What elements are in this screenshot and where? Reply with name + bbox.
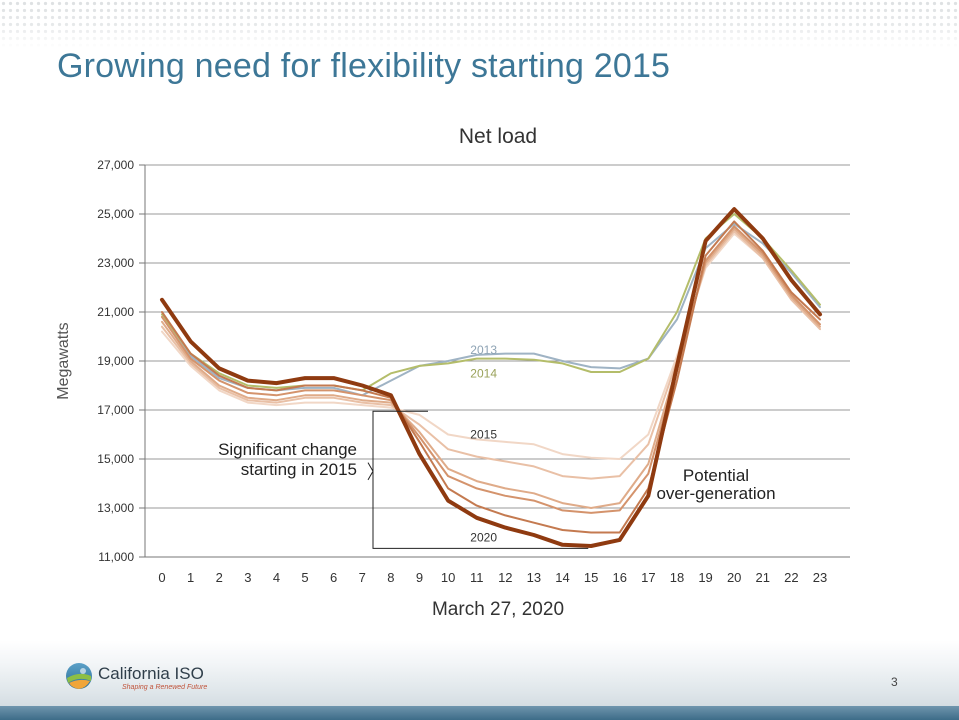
chart-grid [145, 164, 850, 558]
x-tick-label: 7 [359, 570, 366, 585]
series-line-5 [161, 225, 821, 514]
series-line-6 [161, 220, 821, 534]
x-tick-label: 21 [756, 570, 770, 585]
series-label-2015: 2015 [470, 428, 497, 442]
y-axis-label: Megawatts [55, 322, 72, 399]
x-tick-label: 5 [301, 570, 308, 585]
chart-series-labels: 2013 2014 2015 2020 [470, 343, 497, 544]
x-tick-label: 10 [441, 570, 455, 585]
x-tick-label: 13 [527, 570, 541, 585]
x-tick-label: 11 [470, 570, 484, 585]
series-line-7 [160, 207, 822, 548]
slide-title: Growing need for flexibility starting 20… [57, 47, 671, 85]
page-number: 3 [891, 675, 898, 689]
chart-series [160, 207, 822, 548]
chart-annotations: Significant change starting in 2015 Pote… [218, 410, 776, 549]
x-tick-label: 6 [330, 570, 337, 585]
x-tick-label: 2 [216, 570, 223, 585]
x-tick-label: 18 [670, 570, 684, 585]
series-line-2 [161, 232, 821, 460]
x-tick-label: 8 [387, 570, 394, 585]
x-tick-label: 17 [641, 570, 655, 585]
x-tick-label: 14 [555, 570, 569, 585]
series-label-2013: 2013 [470, 343, 497, 357]
series-label-2020: 2020 [470, 530, 497, 544]
x-tick-label: 15 [584, 570, 598, 585]
significant-change-bracket [372, 410, 589, 549]
y-tick-label: 17,000 [97, 403, 134, 417]
series-line-3 [161, 230, 821, 480]
x-tick-label: 0 [158, 570, 165, 585]
y-tick-label: 15,000 [97, 452, 134, 466]
logo-name: California ISO [98, 664, 204, 683]
significant-change-brace [367, 462, 374, 481]
y-tick-label: 23,000 [97, 256, 134, 270]
series-line-4 [161, 227, 821, 509]
x-tick-label: 19 [698, 570, 712, 585]
series-label-2014: 2014 [470, 366, 497, 380]
annotation-overgen-line1: Potential [683, 466, 749, 485]
chart-title: Net load [459, 125, 537, 148]
x-axis-label: March 27, 2020 [432, 599, 564, 620]
x-tick-label: 3 [244, 570, 251, 585]
y-tick-label: 25,000 [97, 207, 134, 221]
logo-tagline: Shaping a Renewed Future [122, 684, 208, 691]
x-tick-label: 9 [416, 570, 423, 585]
california-iso-logo: California ISO Shaping a Renewed Future [64, 661, 207, 697]
x-tick-label: 4 [273, 570, 280, 585]
logo-globe-icon [66, 663, 92, 689]
y-tick-label: 27,000 [97, 158, 134, 172]
net-load-chart: Net load 11,000 13,000 15,000 17,000 19,000 2… [55, 125, 850, 620]
y-tick-label: 19,000 [97, 354, 134, 368]
y-tick-label: 13,000 [97, 501, 134, 515]
header-fade [0, 0, 959, 48]
y-tick-label: 11,000 [98, 550, 134, 564]
footer-stripe [0, 706, 959, 720]
x-tick-label: 23 [813, 570, 827, 585]
annotation-significant-change-line1: Significant change [218, 440, 357, 459]
x-tick-label: 20 [727, 570, 741, 585]
x-tick-label: 1 [187, 570, 194, 585]
x-tick-label: 16 [613, 570, 627, 585]
annotation-significant-change-line2: starting in 2015 [241, 460, 357, 479]
y-tick-label: 21,000 [97, 305, 134, 319]
x-tick-label: 22 [784, 570, 798, 585]
x-tick-label: 12 [498, 570, 512, 585]
annotation-overgen-line2: over-generation [656, 484, 775, 503]
chart-axes: 11,000 13,000 15,000 17,000 19,000 21,000 23,0… [97, 158, 827, 585]
